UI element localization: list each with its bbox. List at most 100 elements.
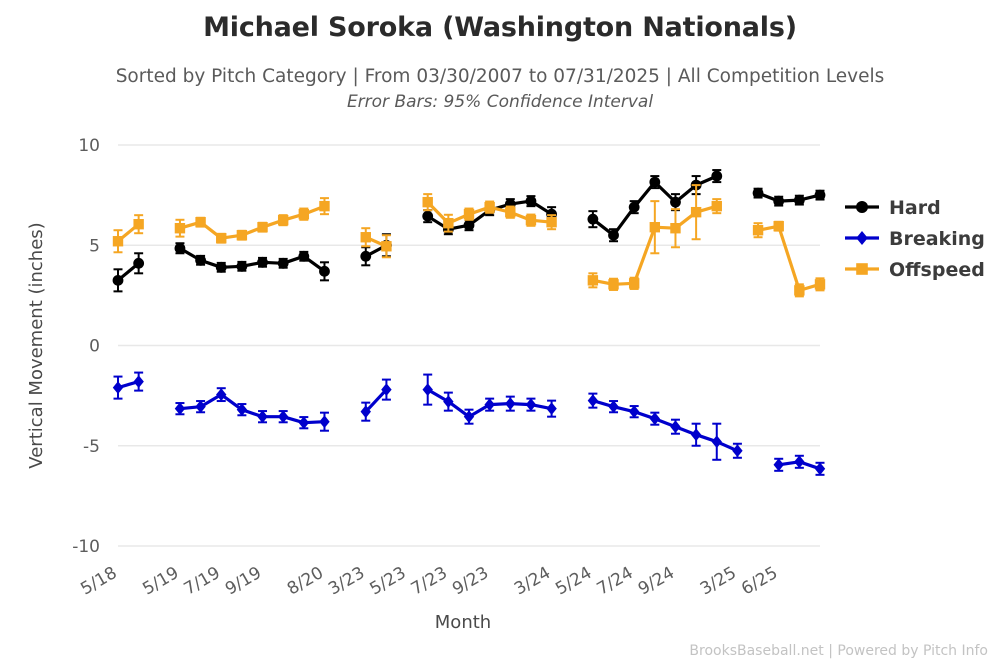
- data-point-hard[interactable]: [711, 170, 723, 182]
- legend-marker-circle: [856, 201, 868, 213]
- data-point-offspeed[interactable]: [133, 218, 144, 230]
- data-point-offspeed[interactable]: [690, 206, 702, 218]
- data-point-hard[interactable]: [215, 261, 227, 273]
- data-point-breaking[interactable]: [505, 397, 516, 411]
- data-point-offspeed[interactable]: [257, 222, 268, 233]
- data-point-offspeed[interactable]: [587, 275, 599, 286]
- data-point-breaking[interactable]: [195, 400, 206, 414]
- data-point-offspeed[interactable]: [195, 216, 206, 228]
- data-point-breaking[interactable]: [319, 415, 330, 429]
- data-point-offspeed[interactable]: [711, 200, 722, 212]
- data-point-breaking[interactable]: [814, 462, 826, 476]
- x-axis-tick-label: 7/24: [594, 563, 637, 599]
- x-axis-tick-label: 5/24: [552, 563, 595, 599]
- data-point-hard[interactable]: [793, 194, 805, 206]
- data-point-hard[interactable]: [257, 256, 268, 268]
- data-point-offspeed[interactable]: [794, 285, 805, 296]
- data-point-breaking[interactable]: [732, 444, 743, 458]
- legend-marker-square: [856, 263, 868, 275]
- data-point-breaking[interactable]: [298, 416, 310, 430]
- data-point-offspeed[interactable]: [277, 214, 289, 226]
- data-point-hard[interactable]: [277, 257, 289, 269]
- data-point-breaking[interactable]: [463, 410, 475, 424]
- data-point-offspeed[interactable]: [814, 279, 826, 290]
- data-point-breaking[interactable]: [773, 458, 784, 472]
- legend-item-breaking[interactable]: Breaking: [845, 228, 985, 250]
- data-point-breaking[interactable]: [236, 403, 248, 417]
- data-point-offspeed[interactable]: [422, 196, 433, 208]
- x-axis-tick-label: 5/23: [366, 563, 409, 599]
- data-point-hard[interactable]: [587, 213, 599, 225]
- data-point-offspeed[interactable]: [463, 208, 475, 220]
- data-point-hard[interactable]: [195, 254, 206, 266]
- data-point-offspeed[interactable]: [525, 214, 537, 226]
- legend-label: Hard: [889, 197, 941, 219]
- data-point-breaking[interactable]: [649, 412, 661, 426]
- data-point-offspeed[interactable]: [381, 241, 392, 252]
- data-point-breaking[interactable]: [546, 402, 557, 416]
- data-point-breaking[interactable]: [690, 428, 702, 442]
- data-point-hard[interactable]: [319, 265, 330, 277]
- data-point-offspeed[interactable]: [112, 236, 124, 247]
- data-point-hard[interactable]: [174, 242, 186, 254]
- data-point-hard[interactable]: [422, 210, 434, 222]
- data-point-breaking[interactable]: [608, 400, 619, 414]
- data-point-hard[interactable]: [463, 219, 475, 231]
- data-point-breaking[interactable]: [794, 455, 805, 469]
- data-point-hard[interactable]: [236, 260, 248, 272]
- data-point-offspeed[interactable]: [174, 223, 186, 234]
- data-point-breaking[interactable]: [443, 395, 454, 409]
- data-point-hard[interactable]: [649, 176, 661, 188]
- data-point-hard[interactable]: [546, 208, 557, 220]
- data-point-breaking[interactable]: [174, 402, 186, 416]
- data-point-breaking[interactable]: [360, 405, 371, 419]
- data-point-offspeed[interactable]: [319, 200, 330, 212]
- data-point-hard[interactable]: [360, 250, 372, 262]
- data-point-offspeed[interactable]: [628, 278, 640, 289]
- data-point-hard[interactable]: [628, 201, 640, 213]
- data-point-hard[interactable]: [112, 274, 124, 286]
- data-point-breaking[interactable]: [628, 405, 640, 419]
- y-axis-tick-label: 5: [89, 236, 100, 256]
- data-point-offspeed[interactable]: [216, 233, 227, 244]
- data-point-offspeed[interactable]: [670, 223, 681, 234]
- data-point-breaking[interactable]: [525, 398, 537, 412]
- data-point-offspeed[interactable]: [443, 217, 454, 229]
- data-point-breaking[interactable]: [587, 394, 599, 408]
- data-point-offspeed[interactable]: [298, 208, 310, 220]
- data-point-breaking[interactable]: [670, 420, 681, 434]
- legend-item-offspeed[interactable]: Offspeed: [845, 259, 985, 281]
- data-point-breaking[interactable]: [711, 435, 722, 449]
- x-axis-tick-label: 7/19: [181, 563, 224, 599]
- data-point-hard[interactable]: [814, 189, 826, 201]
- data-point-breaking[interactable]: [381, 383, 392, 397]
- data-point-offspeed[interactable]: [484, 201, 495, 213]
- series-line-hard: [756, 191, 822, 203]
- data-point-breaking[interactable]: [484, 398, 495, 412]
- data-point-breaking[interactable]: [277, 410, 289, 424]
- data-point-offspeed[interactable]: [546, 216, 557, 228]
- footer-credit: BrooksBaseball.net | Powered by Pitch In…: [689, 643, 988, 659]
- x-axis-tick-label: 6/25: [738, 563, 781, 599]
- data-point-breaking[interactable]: [133, 375, 144, 388]
- data-point-breaking[interactable]: [112, 381, 124, 395]
- data-point-offspeed[interactable]: [505, 206, 516, 218]
- data-point-hard[interactable]: [773, 195, 785, 207]
- x-axis-tick-label: 7/23: [408, 563, 451, 599]
- data-point-offspeed[interactable]: [752, 225, 764, 236]
- data-point-hard[interactable]: [608, 229, 619, 241]
- data-point-breaking[interactable]: [216, 388, 227, 402]
- data-point-hard[interactable]: [525, 195, 537, 207]
- data-point-hard[interactable]: [298, 250, 310, 262]
- data-point-offspeed[interactable]: [649, 222, 661, 233]
- data-point-breaking[interactable]: [257, 410, 268, 424]
- legend-item-hard[interactable]: Hard: [845, 197, 941, 219]
- data-point-offspeed[interactable]: [608, 279, 619, 290]
- data-point-hard[interactable]: [752, 187, 764, 199]
- data-point-offspeed[interactable]: [773, 221, 784, 232]
- data-point-hard[interactable]: [133, 257, 145, 269]
- data-point-offspeed[interactable]: [360, 232, 371, 243]
- data-point-breaking[interactable]: [422, 383, 433, 397]
- data-point-hard[interactable]: [670, 196, 681, 208]
- data-point-offspeed[interactable]: [236, 230, 248, 241]
